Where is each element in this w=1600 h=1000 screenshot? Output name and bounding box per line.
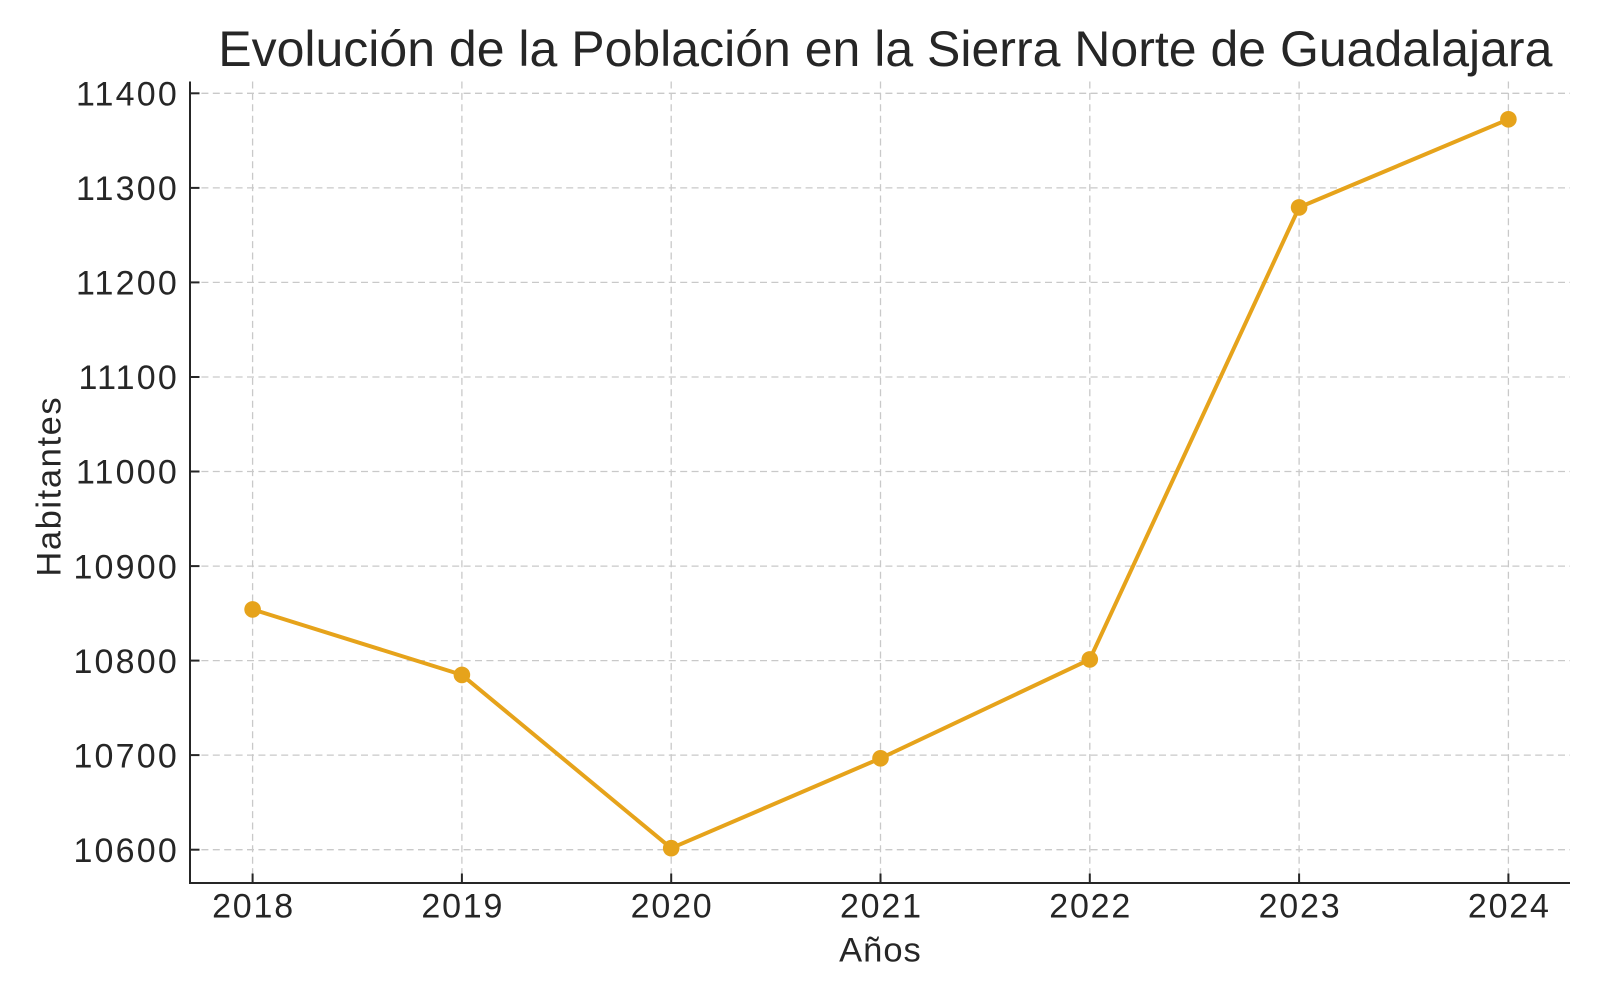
svg-text:11100: 11100: [79, 359, 180, 397]
svg-text:11200: 11200: [76, 265, 179, 303]
svg-text:2022: 2022: [1049, 887, 1132, 925]
svg-text:2020: 2020: [631, 887, 714, 925]
svg-text:10700: 10700: [73, 737, 179, 775]
svg-text:Habitantes: Habitantes: [31, 396, 69, 577]
svg-text:10800: 10800: [73, 643, 179, 681]
svg-text:2024: 2024: [1468, 887, 1551, 925]
svg-text:11400: 11400: [76, 76, 179, 114]
svg-text:Años: Años: [839, 931, 922, 969]
svg-text:10900: 10900: [73, 548, 179, 586]
svg-text:Evolución de la Población en l: Evolución de la Población en la Sierra N…: [218, 21, 1552, 77]
svg-text:2018: 2018: [212, 887, 295, 925]
svg-text:11000: 11000: [76, 454, 179, 492]
svg-text:10600: 10600: [73, 832, 179, 870]
svg-text:2021: 2021: [840, 887, 923, 925]
svg-text:11300: 11300: [76, 170, 179, 208]
svg-text:2019: 2019: [421, 887, 504, 925]
svg-text:2023: 2023: [1259, 887, 1342, 925]
